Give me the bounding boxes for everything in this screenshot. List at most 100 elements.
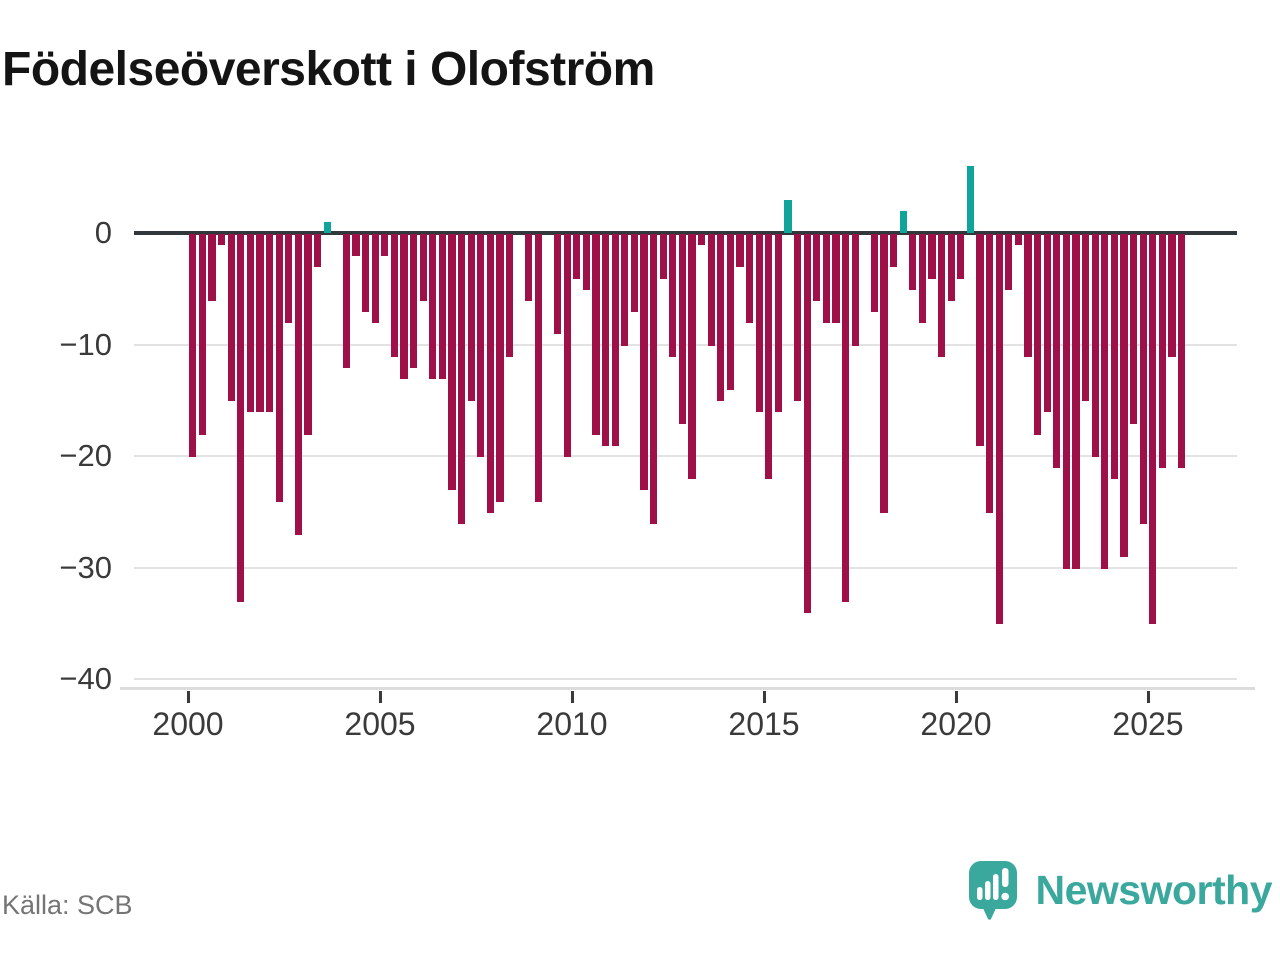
source-label: Källa: SCB (2, 890, 133, 920)
bar-2017Q4 (870, 234, 878, 313)
x-axis-label-2010: 2010 (536, 706, 608, 742)
bar-2019Q2 (928, 234, 936, 279)
bar-2001Q1 (227, 234, 235, 402)
bar-2010Q3 (592, 234, 600, 435)
bar-2006Q3 (438, 234, 446, 379)
bar-2016Q4 (832, 234, 840, 324)
bar-2015Q1 (765, 234, 773, 480)
bar-2024Q2 (1120, 234, 1128, 558)
bar-2003Q2 (314, 234, 322, 268)
bar-2005Q2 (390, 234, 398, 357)
x-axis-tick-2015 (762, 691, 766, 703)
bar-2020Q4 (986, 234, 994, 513)
bar-2001Q2 (237, 234, 245, 602)
x-axis-line (120, 687, 1255, 690)
bar-2014Q1 (726, 234, 734, 391)
bar-2019Q1 (918, 234, 926, 324)
bar-2015Q2 (774, 234, 782, 413)
x-axis-tick-2005 (378, 691, 382, 703)
x-axis-tick-2025 (1146, 691, 1150, 703)
bar-2000Q1 (189, 234, 197, 457)
bar-2015Q4 (794, 234, 802, 402)
bar-2002Q4 (294, 234, 302, 536)
bar-2007Q4 (486, 234, 494, 513)
bar-2000Q3 (208, 234, 216, 301)
bar-2011Q4 (640, 234, 648, 491)
bar-2023Q4 (1101, 234, 1109, 569)
bar-2021Q4 (1024, 234, 1032, 357)
bar-2001Q4 (256, 234, 264, 413)
bar-2008Q2 (506, 234, 514, 357)
gridline--20 (134, 455, 1237, 457)
bar-2018Q1 (880, 234, 888, 513)
bar-2022Q1 (1034, 234, 1042, 435)
bar-2010Q2 (582, 234, 590, 290)
bar-2024Q3 (1130, 234, 1138, 424)
x-axis-tick-2020 (954, 691, 958, 703)
bar-2004Q2 (352, 234, 360, 257)
bar-2013Q2 (698, 234, 706, 246)
bar-2003Q1 (304, 234, 312, 435)
bar-2009Q1 (534, 234, 542, 502)
bar-2012Q4 (678, 234, 686, 424)
bar-2025Q4 (1178, 234, 1186, 469)
bar-2006Q2 (429, 234, 437, 379)
bar-2024Q1 (1110, 234, 1118, 480)
bar-2024Q4 (1139, 234, 1147, 524)
bar-2017Q1 (842, 234, 850, 602)
bar-2009Q3 (554, 234, 562, 335)
chart-title: Födelseöverskott i Olofström (2, 43, 655, 96)
bar-2016Q2 (813, 234, 821, 301)
y-axis-label-0: 0 (94, 215, 112, 250)
bar-2002Q1 (266, 234, 274, 413)
bar-2022Q4 (1062, 234, 1070, 569)
x-axis-label-2000: 2000 (152, 706, 224, 742)
zero-baseline (134, 231, 1237, 235)
bar-2006Q1 (419, 234, 427, 301)
bar-2012Q3 (669, 234, 677, 357)
newsworthy-logo-icon (968, 860, 1018, 920)
bar-2004Q4 (371, 234, 379, 324)
bar-2003Q3 (323, 221, 331, 233)
bar-2025Q1 (1149, 234, 1157, 625)
bar-2000Q2 (198, 234, 206, 435)
bar-2012Q2 (659, 234, 667, 279)
bar-2006Q4 (448, 234, 456, 491)
bar-2008Q4 (525, 234, 533, 301)
gridline--40 (134, 678, 1237, 680)
bar-2014Q2 (736, 234, 744, 268)
bar-2020Q3 (976, 234, 984, 446)
bar-2023Q2 (1082, 234, 1090, 402)
x-axis-label-2015: 2015 (728, 706, 800, 742)
x-axis-label-2020: 2020 (920, 706, 992, 742)
bar-2011Q1 (611, 234, 619, 446)
bar-2015Q3 (784, 199, 792, 233)
bar-2021Q2 (1005, 234, 1013, 290)
x-axis-label-2005: 2005 (344, 706, 416, 742)
bar-2021Q1 (995, 234, 1003, 625)
brand-footer: Newsworthy (968, 860, 1273, 920)
bar-2025Q3 (1168, 234, 1176, 357)
bar-2019Q4 (947, 234, 955, 301)
bar-2005Q3 (400, 234, 408, 379)
bar-2001Q3 (246, 234, 254, 413)
bar-2014Q3 (746, 234, 754, 324)
bar-2002Q2 (275, 234, 283, 502)
bar-2007Q1 (458, 234, 466, 524)
bar-2011Q3 (630, 234, 638, 313)
bar-2008Q1 (496, 234, 504, 502)
bar-2025Q2 (1158, 234, 1166, 469)
bar-2011Q2 (621, 234, 629, 346)
bar-2023Q1 (1072, 234, 1080, 569)
bar-2002Q3 (285, 234, 293, 324)
x-axis-label-2025: 2025 (1112, 706, 1184, 742)
x-axis-tick-2000 (186, 691, 190, 703)
bar-2009Q4 (563, 234, 571, 457)
bar-2005Q4 (410, 234, 418, 368)
bar-2013Q1 (688, 234, 696, 480)
brand-name: Newsworthy (1035, 867, 1273, 913)
bar-2017Q2 (851, 234, 859, 346)
bar-2023Q3 (1091, 234, 1099, 457)
bar-2000Q4 (218, 234, 226, 246)
